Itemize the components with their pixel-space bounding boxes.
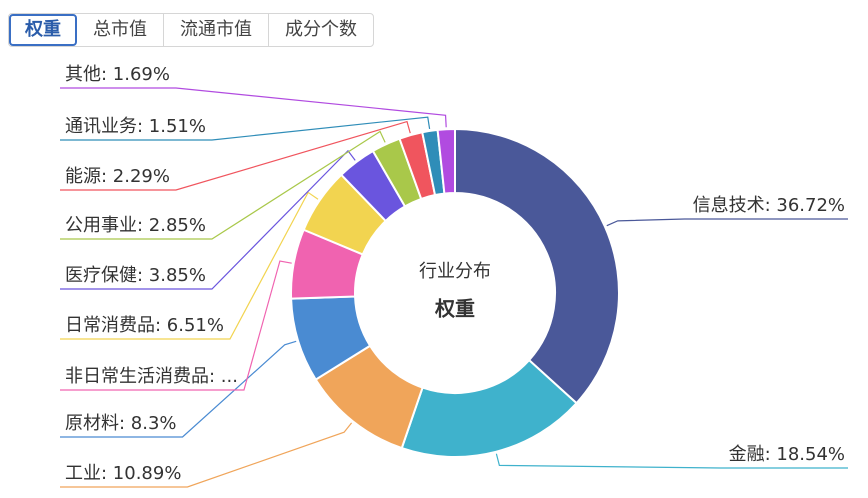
data-label: 工业: 10.89% xyxy=(65,463,181,484)
tab-bar: 权重 总市值 流通市值 成分个数 xyxy=(8,13,374,47)
leader-line xyxy=(495,453,848,469)
tab[interactable]: 流通市值 xyxy=(164,14,269,46)
leader-line xyxy=(60,422,353,488)
leader-line xyxy=(60,120,411,191)
slice xyxy=(454,127,620,405)
chart-title: 行业分布 xyxy=(419,261,491,282)
data-label: 公用事业: 2.85% xyxy=(65,215,206,236)
chart-subtitle: 权重 xyxy=(434,297,475,321)
leader-line xyxy=(60,340,297,438)
slice xyxy=(436,127,456,195)
data-label: 非日常生活消费品: ... xyxy=(65,366,238,387)
leader-line xyxy=(60,87,447,128)
data-label: 通讯业务: 1.51% xyxy=(65,116,206,137)
data-label: 日常消费品: 6.51% xyxy=(65,315,224,336)
leader-line xyxy=(60,116,431,141)
leader-line xyxy=(60,191,319,340)
data-label: 能源: 2.29% xyxy=(65,166,170,187)
leader-line xyxy=(606,218,848,227)
tab[interactable]: 权重 xyxy=(9,14,77,46)
data-label: 原材料: 8.3% xyxy=(65,413,177,434)
leader-line xyxy=(60,130,386,240)
data-label: 医疗保健: 3.85% xyxy=(65,265,206,286)
leader-line xyxy=(60,149,356,290)
tab[interactable]: 成分个数 xyxy=(285,19,357,40)
data-label: 金融: 18.54% xyxy=(729,444,845,465)
leader-line xyxy=(60,260,292,391)
tab[interactable]: 总市值 xyxy=(77,14,164,46)
data-label: 其他: 1.69% xyxy=(65,64,170,85)
data-label: 信息技术: 36.72% xyxy=(693,195,845,216)
